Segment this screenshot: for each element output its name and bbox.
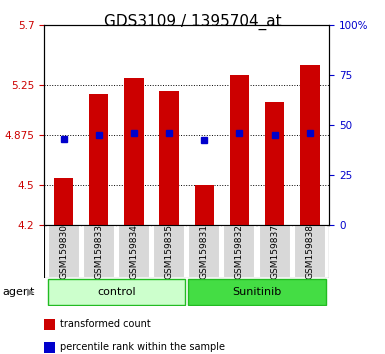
Text: ▶: ▶ (27, 287, 35, 297)
Bar (188, 225, 220, 278)
Text: Sunitinib: Sunitinib (233, 287, 282, 297)
Bar (83, 225, 115, 278)
Bar (230, 75, 249, 225)
Bar (223, 225, 256, 278)
Text: control: control (97, 287, 136, 297)
Bar (153, 225, 185, 278)
Text: percentile rank within the sample: percentile rank within the sample (60, 342, 225, 352)
Text: GSM159835: GSM159835 (165, 224, 174, 279)
Text: GDS3109 / 1395704_at: GDS3109 / 1395704_at (104, 14, 281, 30)
Text: GSM159830: GSM159830 (59, 224, 68, 279)
Text: agent: agent (2, 287, 34, 297)
Bar (294, 225, 326, 278)
Text: GSM159838: GSM159838 (305, 224, 314, 279)
Bar (159, 91, 179, 225)
Text: GSM159834: GSM159834 (129, 224, 139, 279)
Text: GSM159832: GSM159832 (235, 224, 244, 279)
Bar (118, 225, 150, 278)
Bar (265, 102, 285, 225)
Text: GSM159833: GSM159833 (94, 224, 103, 279)
Bar (48, 279, 185, 305)
Bar (259, 225, 291, 278)
Bar (195, 185, 214, 225)
Bar (300, 65, 320, 225)
Bar (89, 94, 109, 225)
Text: GSM159831: GSM159831 (200, 224, 209, 279)
Bar (124, 78, 144, 225)
Bar (188, 279, 326, 305)
Text: transformed count: transformed count (60, 319, 151, 329)
Text: GSM159837: GSM159837 (270, 224, 279, 279)
Bar (48, 225, 80, 278)
Bar (54, 178, 73, 225)
